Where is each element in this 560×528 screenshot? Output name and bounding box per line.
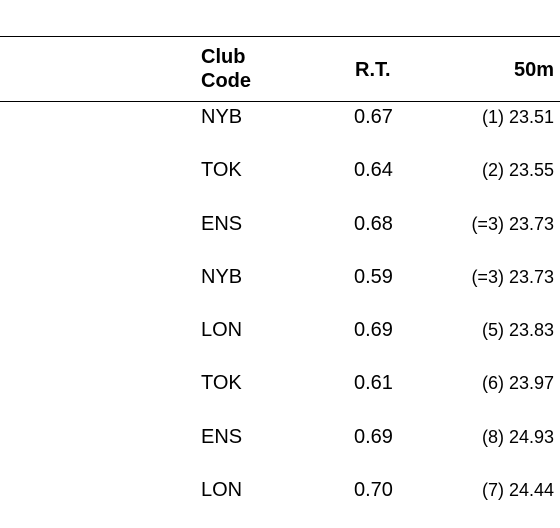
split-time-cell: (8) 24.93: [481, 427, 554, 447]
table-row: ENS 0.69 (8) 24.93: [0, 425, 560, 449]
club-code-cell: NYB: [201, 266, 243, 288]
reaction-time-cell: 0.69: [354, 426, 393, 448]
reaction-time-cell: 0.69: [354, 319, 393, 341]
reaction-time-cell: 0.61: [354, 372, 393, 394]
column-header-club-line2: Code: [201, 70, 251, 92]
column-header-club-code: Club Code: [201, 45, 321, 93]
split-time-cell: (5) 23.83: [481, 320, 554, 340]
table-row: TOK 0.64 (2) 23.55: [0, 158, 560, 182]
club-code-cell: ENS: [201, 213, 243, 235]
club-code-cell: LON: [201, 319, 243, 341]
club-code-cell: NYB: [201, 106, 243, 128]
table-row: LON 0.70 (7) 24.44: [0, 478, 560, 502]
split-time-cell: (6) 23.97: [481, 373, 554, 393]
reaction-time-cell: 0.68: [354, 213, 393, 235]
table-row: NYB 0.67 (1) 23.51: [0, 105, 560, 129]
table-row: NYB 0.59 (=3) 23.73: [0, 265, 560, 289]
split-time-cell: (1) 23.51: [481, 107, 554, 127]
club-code-cell: TOK: [201, 159, 242, 181]
reaction-time-cell: 0.64: [354, 159, 393, 181]
split-time-cell: (=3) 23.73: [471, 214, 554, 234]
table-row: TOK 0.61 (6) 23.97: [0, 371, 560, 395]
club-code-cell: TOK: [201, 372, 242, 394]
table-top-rule: [0, 36, 560, 37]
split-time-cell: (2) 23.55: [481, 160, 554, 180]
reaction-time-cell: 0.67: [354, 106, 393, 128]
reaction-time-cell: 0.70: [354, 479, 393, 501]
reaction-time-cell: 0.59: [354, 266, 393, 288]
table-row: ENS 0.68 (=3) 23.73: [0, 212, 560, 236]
club-code-cell: LON: [201, 479, 243, 501]
header-bottom-rule: [0, 101, 560, 102]
split-time-cell: (=3) 23.73: [471, 267, 554, 287]
club-code-cell: ENS: [201, 426, 243, 448]
column-header-club-line1: Club: [201, 46, 246, 68]
column-header-50m-split: 50m: [513, 59, 554, 81]
column-header-reaction-time: R.T.: [355, 59, 391, 81]
table-row: LON 0.69 (5) 23.83: [0, 318, 560, 342]
split-time-cell: (7) 24.44: [481, 480, 554, 500]
